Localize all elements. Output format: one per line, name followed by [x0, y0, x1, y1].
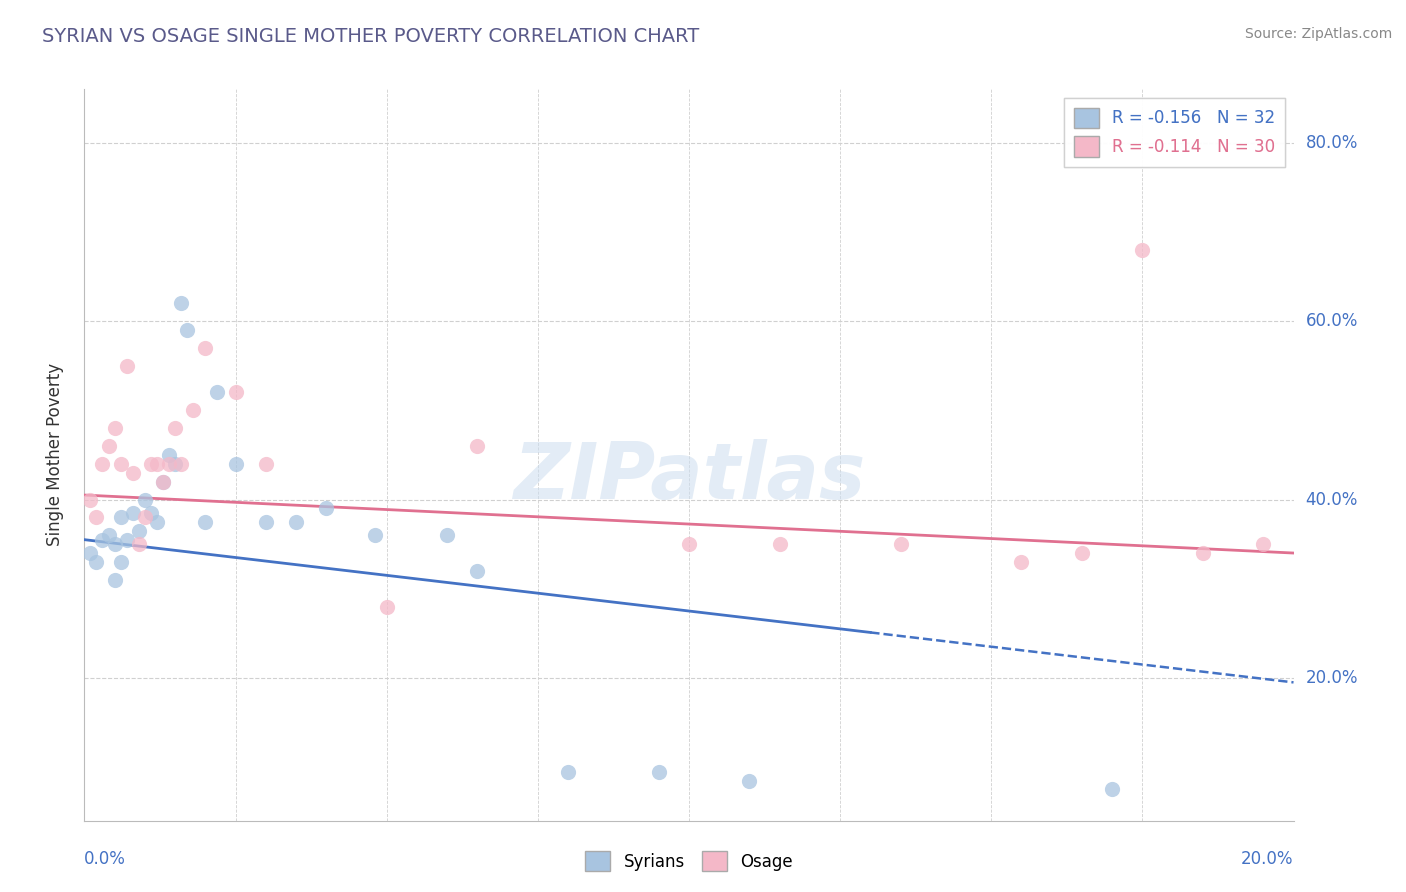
- Point: [121, 466, 143, 480]
- Point: [157, 457, 180, 471]
- Point: [467, 439, 489, 453]
- Point: [1071, 546, 1094, 560]
- Point: [1191, 546, 1213, 560]
- Point: [139, 506, 162, 520]
- Y-axis label: Single Mother Poverty: Single Mother Poverty: [45, 363, 63, 547]
- Point: [121, 506, 143, 520]
- Point: [738, 773, 761, 788]
- Point: [91, 533, 114, 547]
- Point: [134, 510, 156, 524]
- Point: [115, 533, 138, 547]
- Point: [86, 510, 108, 524]
- Point: [1251, 537, 1274, 551]
- Point: [170, 457, 193, 471]
- Point: [194, 515, 217, 529]
- Point: [225, 457, 247, 471]
- Point: [363, 528, 385, 542]
- Point: [284, 515, 308, 529]
- Text: 20.0%: 20.0%: [1241, 850, 1294, 868]
- Point: [678, 537, 700, 551]
- Point: [91, 457, 114, 471]
- Point: [110, 510, 132, 524]
- Point: [1101, 782, 1123, 797]
- Point: [104, 421, 127, 435]
- Point: [467, 564, 489, 578]
- Point: [207, 385, 229, 400]
- Point: [128, 537, 150, 551]
- Text: 0.0%: 0.0%: [84, 850, 127, 868]
- Text: 20.0%: 20.0%: [1306, 669, 1358, 687]
- Point: [146, 457, 169, 471]
- Legend: R = -0.156   N = 32, R = -0.114   N = 30: R = -0.156 N = 32, R = -0.114 N = 30: [1064, 97, 1285, 167]
- Point: [104, 573, 127, 587]
- Point: [890, 537, 912, 551]
- Point: [181, 403, 204, 417]
- Point: [769, 537, 792, 551]
- Point: [163, 457, 186, 471]
- Point: [1010, 555, 1032, 569]
- Point: [254, 515, 277, 529]
- Point: [79, 546, 101, 560]
- Point: [97, 439, 120, 453]
- Point: [163, 421, 186, 435]
- Point: [110, 457, 132, 471]
- Point: [134, 492, 156, 507]
- Point: [79, 492, 101, 507]
- Text: ZIPatlas: ZIPatlas: [513, 439, 865, 515]
- Point: [97, 528, 120, 542]
- Point: [557, 764, 579, 779]
- Text: 40.0%: 40.0%: [1306, 491, 1358, 508]
- Point: [170, 296, 193, 310]
- Point: [254, 457, 277, 471]
- Point: [225, 385, 247, 400]
- Point: [1130, 243, 1153, 257]
- Point: [315, 501, 337, 516]
- Point: [110, 555, 132, 569]
- Point: [139, 457, 162, 471]
- Text: 60.0%: 60.0%: [1306, 312, 1358, 330]
- Point: [86, 555, 108, 569]
- Point: [436, 528, 458, 542]
- Point: [115, 359, 138, 373]
- Point: [647, 764, 671, 779]
- Text: Source: ZipAtlas.com: Source: ZipAtlas.com: [1244, 27, 1392, 41]
- Point: [146, 515, 169, 529]
- Point: [375, 599, 398, 614]
- Point: [157, 448, 180, 462]
- Point: [194, 341, 217, 355]
- Point: [128, 524, 150, 538]
- Text: SYRIAN VS OSAGE SINGLE MOTHER POVERTY CORRELATION CHART: SYRIAN VS OSAGE SINGLE MOTHER POVERTY CO…: [42, 27, 699, 45]
- Point: [104, 537, 127, 551]
- Point: [152, 475, 174, 489]
- Text: 80.0%: 80.0%: [1306, 134, 1358, 152]
- Point: [152, 475, 174, 489]
- Point: [176, 323, 198, 337]
